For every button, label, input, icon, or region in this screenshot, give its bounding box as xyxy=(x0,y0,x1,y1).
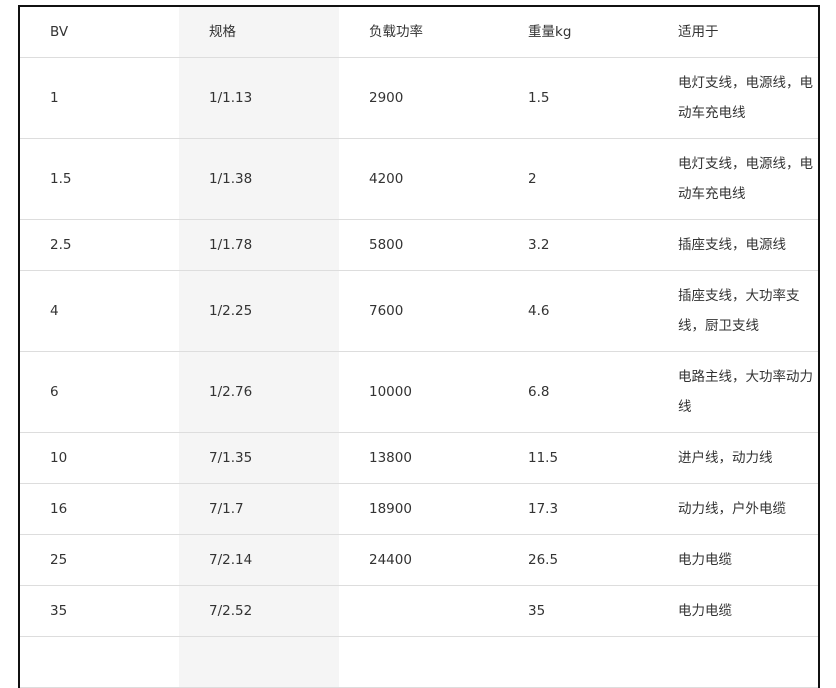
cell-load-power: 4200 xyxy=(339,138,498,220)
cell-usage: 插座支线，电源线 xyxy=(658,219,818,271)
cell-spec: 1/1.13 xyxy=(179,57,339,139)
cell-bv: 1 xyxy=(20,57,179,139)
cell-bv: 10 xyxy=(20,432,179,484)
cell-weight: 6.8 xyxy=(498,351,658,433)
cell-load-power: 5800 xyxy=(339,219,498,271)
table-row: 16 7/1.7 18900 17.3 动力线，户外电缆 xyxy=(20,483,818,535)
cell-load-power xyxy=(339,636,498,688)
header-load-power: 负载功率 xyxy=(339,7,498,58)
cell-bv: 16 xyxy=(20,483,179,535)
cell-usage: 电路主线，大功率动力线 xyxy=(658,351,818,433)
cell-load-power: 7600 xyxy=(339,270,498,352)
cell-bv: 4 xyxy=(20,270,179,352)
cell-weight: 35 xyxy=(498,585,658,637)
cell-bv: 1.5 xyxy=(20,138,179,220)
cell-bv: 2.5 xyxy=(20,219,179,271)
table-header-row: BV 规格 负载功率 重量kg 适用于 xyxy=(20,7,818,58)
cell-spec: 1/1.78 xyxy=(179,219,339,271)
table-row: 6 1/2.76 10000 6.8 电路主线，大功率动力线 xyxy=(20,351,818,433)
cell-bv: 35 xyxy=(20,585,179,637)
cell-spec: 1/2.25 xyxy=(179,270,339,352)
cell-weight: 11.5 xyxy=(498,432,658,484)
table-row: 10 7/1.35 13800 11.5 进户线，动力线 xyxy=(20,432,818,484)
cell-spec: 7/2.14 xyxy=(179,534,339,586)
table-row: 2.5 1/1.78 5800 3.2 插座支线，电源线 xyxy=(20,219,818,271)
header-bv: BV xyxy=(20,7,179,58)
cell-usage: 进户线，动力线 xyxy=(658,432,818,484)
cell-usage: 电灯支线，电源线，电动车充电线 xyxy=(658,57,818,139)
cell-weight: 26.5 xyxy=(498,534,658,586)
cell-load-power xyxy=(339,585,498,637)
cell-usage: 电力电缆 xyxy=(658,534,818,586)
cell-spec: 7/2.52 xyxy=(179,585,339,637)
cell-load-power: 2900 xyxy=(339,57,498,139)
cell-load-power: 24400 xyxy=(339,534,498,586)
table-row: 25 7/2.14 24400 26.5 电力电缆 xyxy=(20,534,818,586)
cell-spec: 1/1.38 xyxy=(179,138,339,220)
cell-weight: 17.3 xyxy=(498,483,658,535)
cell-load-power: 18900 xyxy=(339,483,498,535)
cell-spec: 1/2.76 xyxy=(179,351,339,433)
cell-bv xyxy=(20,636,179,688)
cell-spec: 7/1.35 xyxy=(179,432,339,484)
header-spec: 规格 xyxy=(179,7,339,58)
cell-weight xyxy=(498,636,658,688)
cell-usage: 动力线，户外电缆 xyxy=(658,483,818,535)
cell-spec: 7/1.7 xyxy=(179,483,339,535)
bv-wire-spec-table: BV 规格 负载功率 重量kg 适用于 1 1/1.13 2900 1.5 电灯支线，电源线，电动… xyxy=(18,5,820,688)
cell-usage: 电灯支线，电源线，电动车充电线 xyxy=(658,138,818,220)
cell-weight: 4.6 xyxy=(498,270,658,352)
cell-usage: 插座支线，大功率支线，厨卫支线 xyxy=(658,270,818,352)
table-row xyxy=(20,636,818,688)
table-row: 35 7/2.52 35 电力电缆 xyxy=(20,585,818,637)
cell-usage: 电力电缆 xyxy=(658,585,818,637)
cell-load-power: 13800 xyxy=(339,432,498,484)
header-usage: 适用于 xyxy=(658,7,818,58)
cell-weight: 1.5 xyxy=(498,57,658,139)
cell-bv: 6 xyxy=(20,351,179,433)
table-row: 4 1/2.25 7600 4.6 插座支线，大功率支线，厨卫支线 xyxy=(20,270,818,352)
table-row: 1.5 1/1.38 4200 2 电灯支线，电源线，电动车充电线 xyxy=(20,138,818,220)
cell-bv: 25 xyxy=(20,534,179,586)
header-weight: 重量kg xyxy=(498,7,658,58)
cell-load-power: 10000 xyxy=(339,351,498,433)
cell-weight: 2 xyxy=(498,138,658,220)
table-row: 1 1/1.13 2900 1.5 电灯支线，电源线，电动车充电线 xyxy=(20,57,818,139)
cell-usage xyxy=(658,636,818,688)
spec-table: BV 规格 负载功率 重量kg 适用于 1 1/1.13 2900 1.5 电灯支线，电源线，电动… xyxy=(20,7,818,688)
cell-spec xyxy=(179,636,339,688)
cell-weight: 3.2 xyxy=(498,219,658,271)
